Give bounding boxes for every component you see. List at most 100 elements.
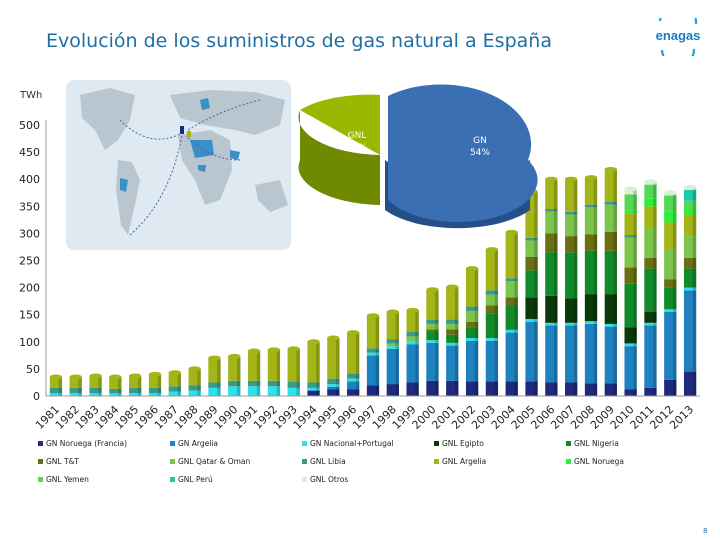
bar-segment <box>584 294 598 322</box>
bar-segment <box>485 381 499 396</box>
bar-segment-shade <box>633 389 637 396</box>
bar-segment <box>604 231 617 251</box>
bar-segment <box>545 252 558 296</box>
bar-segment-shade <box>474 340 479 382</box>
bar-segment <box>347 332 360 374</box>
bar-segment <box>188 368 201 386</box>
bars-group <box>49 166 697 396</box>
bar-segment <box>644 257 657 269</box>
bar-segment <box>406 344 419 383</box>
bar-segment-shade <box>554 325 558 383</box>
bar-segment <box>148 374 162 388</box>
bar-segment-shade <box>415 382 419 396</box>
bar-segment <box>545 295 558 323</box>
bar-segment-shade <box>474 310 479 322</box>
bar-segment <box>624 283 637 328</box>
bar-cap <box>426 287 439 293</box>
bar-segment-shade <box>593 204 598 208</box>
bar-segment <box>89 393 102 396</box>
bar-cap <box>49 374 63 380</box>
bar-segment-shade <box>435 380 439 396</box>
bar-segment <box>525 270 538 298</box>
bar-segment-shade <box>534 256 538 271</box>
bar-segment <box>89 375 102 388</box>
bar-segment <box>565 298 578 323</box>
bar-segment <box>644 311 657 323</box>
bar-segment <box>446 319 459 324</box>
page-number: 8 <box>703 527 708 535</box>
bar-segment <box>584 321 598 324</box>
bar-segment <box>426 340 439 343</box>
bar-segment-shade <box>415 310 419 333</box>
bar-segment-shade <box>415 332 419 337</box>
bar-segment <box>406 310 419 333</box>
bar-segment <box>366 315 380 349</box>
bar-segment-shade <box>613 294 617 324</box>
bar-segment <box>148 387 162 394</box>
bar-segment-shade <box>653 184 657 199</box>
bar-segment-shade <box>672 249 677 280</box>
bar-segment-shade <box>633 346 637 390</box>
bar-segment <box>624 237 637 268</box>
bar-segment <box>485 290 499 295</box>
bar-segment <box>505 305 518 330</box>
bar-segment-shade <box>474 338 479 341</box>
bar-segment-shade <box>653 206 657 228</box>
bar-segment <box>446 329 459 335</box>
bar-segment-shade <box>355 373 360 379</box>
bar-segment-shade <box>197 385 201 391</box>
bar-segment <box>485 313 499 339</box>
bar-segment-shade <box>316 382 320 388</box>
bar-segment <box>525 321 538 382</box>
bar-segment-shade <box>177 386 181 392</box>
bar-segment-shade <box>118 377 122 389</box>
bar-segment <box>604 204 617 232</box>
bar-cap <box>109 374 122 380</box>
bar-segment-shade <box>613 204 617 232</box>
bar-segment <box>49 387 63 394</box>
bar-segment <box>624 194 637 211</box>
bar-segment-shade <box>494 249 499 291</box>
bar-segment-shade <box>177 372 181 387</box>
bar-segment <box>664 287 677 310</box>
bar-segment-shade <box>415 341 419 345</box>
bar-segment <box>584 234 598 251</box>
bar-segment-shade <box>296 387 300 396</box>
bar-cap <box>446 284 459 290</box>
bar-segment-shade <box>653 268 657 312</box>
bar-segment-shade <box>534 297 538 320</box>
bar-cap <box>465 266 479 272</box>
bar-segment <box>584 323 598 384</box>
bar-segment-shade <box>672 195 677 212</box>
bar-segment-shade <box>98 387 102 394</box>
bar-segment-shade <box>692 236 697 258</box>
y-tick-label: 200 <box>19 282 40 295</box>
bar-segment <box>485 249 499 291</box>
bar-segment-shade <box>336 389 340 396</box>
bar-segment-shade <box>573 211 578 215</box>
legend-swatch <box>302 441 307 446</box>
bar-segment-shade <box>78 393 82 396</box>
bar-segment-shade <box>534 321 538 382</box>
bar-segment-shade <box>474 321 479 328</box>
legend: GN Noruega (Francia) GN Argelia GN Naciona… <box>38 439 624 484</box>
y-tick-label: 250 <box>19 255 40 268</box>
bar-segment-shade <box>633 194 637 211</box>
bar-segment <box>69 387 82 394</box>
bar-segment <box>347 378 360 382</box>
bar-segment <box>228 386 241 396</box>
bar-segment-shade <box>137 375 142 388</box>
bar-cap <box>168 370 181 376</box>
bar-segment-shade <box>494 338 499 341</box>
bar-segment <box>683 287 697 291</box>
bar-segment-shade <box>692 214 697 237</box>
bar-segment <box>525 256 538 271</box>
y-tick-label: 150 <box>19 309 40 322</box>
pie-slice-gnl-top <box>300 94 380 155</box>
bar-segment <box>129 375 142 388</box>
bar-segment-shade <box>573 236 578 253</box>
bar-segment <box>683 200 697 210</box>
bar-cap <box>604 166 617 172</box>
bar-segment <box>664 311 677 380</box>
bar-segment-shade <box>276 380 281 387</box>
